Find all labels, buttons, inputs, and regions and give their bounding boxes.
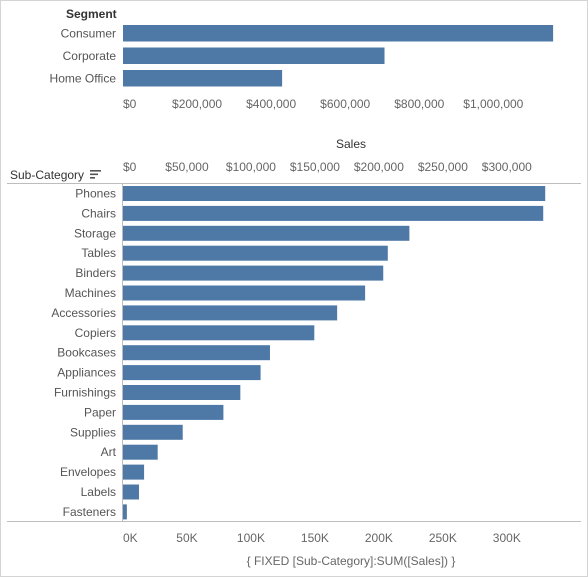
sub-category-bar <box>123 325 315 341</box>
segment-tick-label: $600,000 <box>320 97 370 111</box>
sub-category-top-tick-label: $300,000 <box>482 160 532 174</box>
sub-category-bottom-tick-label: 150K <box>301 531 329 545</box>
segment-tick-label: $1,000,000 <box>463 97 523 111</box>
sub-category-label: Copiers <box>75 326 116 340</box>
sub-category-bar <box>123 265 384 281</box>
segment-header: Segment <box>66 7 117 21</box>
sub-category-label: Labels <box>81 485 116 499</box>
segment-bar <box>123 25 554 42</box>
sub-category-bar <box>123 365 261 381</box>
sub-category-header-label: Sub-Category <box>10 168 84 182</box>
sub-category-label: Furnishings <box>54 386 116 400</box>
sub-category-bar <box>123 225 410 241</box>
sub-category-bar <box>123 205 544 221</box>
sub-category-label: Storage <box>74 226 116 240</box>
segment-label: Home Office <box>50 71 117 85</box>
sub-category-bottom-tick-label: 100K <box>237 531 265 545</box>
sub-category-label: Paper <box>84 405 116 419</box>
sub-category-bar <box>123 305 338 321</box>
sub-category-bottom-tick-label: 0K <box>123 531 138 545</box>
sub-category-bar <box>123 404 224 420</box>
sub-category-bar <box>123 484 139 500</box>
segment-bar <box>123 70 283 87</box>
segment-axis-title: Sales <box>336 137 366 151</box>
sub-category-bar <box>123 285 366 301</box>
sub-category-bar <box>123 444 158 460</box>
sub-category-bottom-tick-label: 200K <box>365 531 393 545</box>
sub-category-bar <box>123 345 270 361</box>
sub-category-top-tick-label: $100,000 <box>226 160 276 174</box>
sub-category-bar <box>123 504 127 520</box>
sub-category-label: Fasteners <box>63 505 116 519</box>
sub-category-label: Phones <box>75 187 116 201</box>
segment-tick-label: $200,000 <box>172 97 222 111</box>
sub-category-axis-title: { FIXED [Sub-Category]:SUM([Sales]) } <box>247 554 456 568</box>
sub-category-top-tick-label: $0 <box>123 160 137 174</box>
sub-category-header[interactable]: Sub-Category <box>10 168 101 182</box>
chart-marks: Consumer Corporate Home Office $0 $200,000 $4… <box>50 25 554 545</box>
sub-category-label: Chairs <box>81 206 116 220</box>
sub-category-bar <box>123 385 241 400</box>
sub-category-bottom-tick-label: 50K <box>176 531 197 545</box>
sub-category-top-tick-label: $200,000 <box>354 160 404 174</box>
sub-category-label: Accessories <box>51 306 116 320</box>
sub-category-bar <box>123 245 388 261</box>
segment-bar <box>123 47 385 64</box>
sub-category-label: Art <box>101 445 117 459</box>
sub-category-bottom-tick-label: 300K <box>493 531 521 545</box>
segment-tick-label: $0 <box>123 97 137 111</box>
sub-category-label: Appliances <box>57 366 116 380</box>
sub-category-label: Binders <box>75 266 116 280</box>
sub-category-bottom-tick-label: 250K <box>429 531 457 545</box>
sub-category-label: Supplies <box>70 425 116 439</box>
sub-category-top-tick-label: $250,000 <box>418 160 468 174</box>
segment-label: Corporate <box>63 49 117 63</box>
segment-label: Consumer <box>61 26 116 40</box>
sub-category-label: Envelopes <box>60 465 116 479</box>
segment-tick-label: $400,000 <box>246 97 296 111</box>
sub-category-bar <box>123 186 546 201</box>
sub-category-label: Machines <box>65 286 116 300</box>
sub-category-bar <box>123 464 145 480</box>
segment-tick-label: $800,000 <box>394 97 444 111</box>
sort-icon[interactable] <box>90 170 101 179</box>
sub-category-label: Bookcases <box>57 346 116 360</box>
sub-category-top-tick-label: $50,000 <box>165 160 209 174</box>
sub-category-label: Tables <box>81 246 116 260</box>
sub-category-bar <box>123 424 183 440</box>
sub-category-top-tick-label: $150,000 <box>290 160 340 174</box>
